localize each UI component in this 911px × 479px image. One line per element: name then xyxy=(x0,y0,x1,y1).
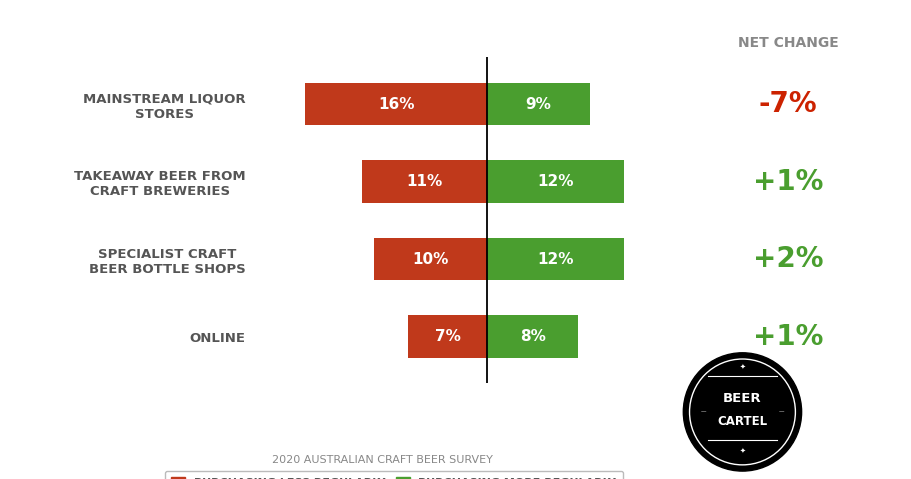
Text: +2%: +2% xyxy=(752,245,824,273)
Text: -7%: -7% xyxy=(759,90,817,118)
Text: 8%: 8% xyxy=(520,329,546,344)
Text: ✦: ✦ xyxy=(740,447,745,454)
Text: 7%: 7% xyxy=(435,329,460,344)
Text: NET CHANGE: NET CHANGE xyxy=(738,36,838,50)
Legend: PURCHASING LESS REGULARLY, PURCHASING MORE REGULARLY: PURCHASING LESS REGULARLY, PURCHASING MO… xyxy=(165,471,623,479)
Text: 12%: 12% xyxy=(537,251,574,267)
Bar xyxy=(374,238,487,280)
Bar xyxy=(305,83,487,125)
Text: +1%: +1% xyxy=(752,323,824,351)
Bar xyxy=(487,160,624,203)
Text: 16%: 16% xyxy=(378,96,415,112)
Circle shape xyxy=(683,353,802,471)
Bar xyxy=(487,83,590,125)
Bar xyxy=(487,238,624,280)
Bar xyxy=(408,315,487,358)
Text: +1%: +1% xyxy=(752,168,824,195)
Bar xyxy=(487,315,578,358)
Text: 10%: 10% xyxy=(413,251,448,267)
Text: 2020 AUSTRALIAN CRAFT BEER SURVEY: 2020 AUSTRALIAN CRAFT BEER SURVEY xyxy=(272,455,493,465)
Text: 9%: 9% xyxy=(526,96,551,112)
Text: CARTEL: CARTEL xyxy=(717,415,768,428)
Text: 11%: 11% xyxy=(406,174,443,189)
Text: BEER: BEER xyxy=(723,392,762,405)
Text: 12%: 12% xyxy=(537,174,574,189)
Text: —: — xyxy=(778,410,783,414)
Bar xyxy=(362,160,487,203)
Text: ✦: ✦ xyxy=(740,364,745,369)
Text: —: — xyxy=(701,410,707,414)
